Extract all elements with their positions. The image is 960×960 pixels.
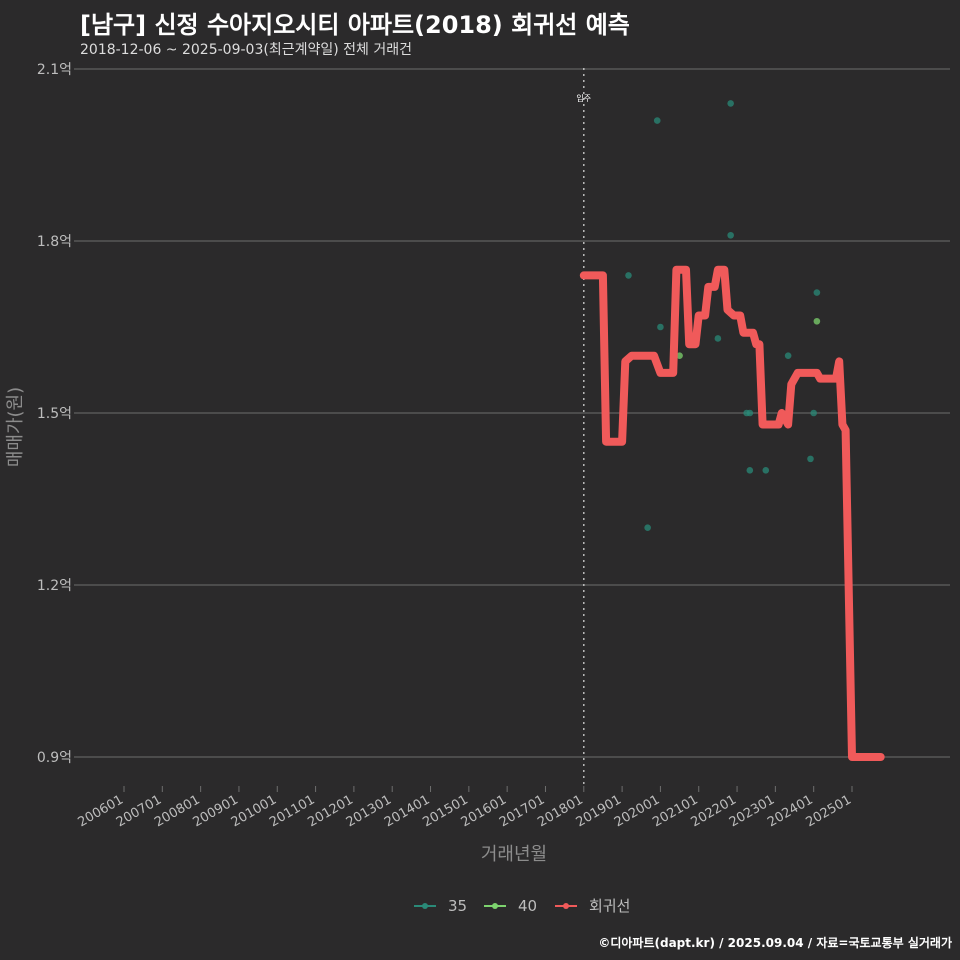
y-tick-label: 0.9억 — [37, 750, 72, 766]
data-point-35 — [727, 231, 734, 239]
data-point-40 — [813, 317, 821, 325]
y-tick-label: 1.8억 — [37, 234, 72, 250]
y-tick-label: 1.2억 — [37, 578, 72, 594]
chart-subtitle: 2018-12-06 ~ 2025-09-03(최근계약일) 전체 거래건 — [80, 42, 412, 58]
legend-label: 35 — [448, 897, 467, 915]
data-point-35 — [784, 352, 792, 359]
y-tick-label: 1.5억 — [37, 406, 72, 422]
data-point-35 — [746, 467, 754, 474]
data-points — [625, 100, 821, 531]
data-point-35 — [807, 455, 814, 463]
move-in-marker: 입주 — [576, 68, 591, 786]
regression-path — [579, 265, 885, 761]
data-point-35 — [746, 409, 754, 417]
data-point-35 — [625, 272, 632, 279]
chart-title: [남구] 신정 수아지오시티 아파트(2018) 회귀선 예측 — [80, 11, 630, 39]
regression-line — [579, 265, 885, 761]
data-point-35 — [727, 100, 734, 107]
legend-item-35: 35 — [414, 897, 467, 915]
data-point-40 — [676, 352, 683, 359]
data-point-35 — [813, 289, 821, 296]
legend-label: 40 — [518, 897, 537, 915]
y-axis-ticks: 0.9억 1.2억 1.5억 1.8억 2.1억 — [37, 62, 80, 766]
grid-lines — [80, 68, 950, 758]
legend-item-40: 40 — [484, 897, 537, 915]
legend-label: 회귀선 — [589, 897, 630, 915]
y-tick-label: 2.1억 — [37, 62, 72, 78]
data-point-35 — [714, 335, 722, 342]
y-axis-title: 매매가(원) — [5, 387, 26, 467]
legend-item-회귀선: 회귀선 — [555, 897, 630, 915]
data-point-35 — [657, 323, 664, 331]
legend: 35 40 회귀선 — [414, 897, 630, 915]
x-axis-ticks: 2006012007012008012009012010012011012012… — [76, 786, 854, 830]
source-credit: ©디아파트(dapt.kr) / 2025.09.04 / 자료=국토교통부 실… — [598, 936, 952, 950]
data-point-35 — [644, 524, 651, 531]
data-point-35 — [762, 467, 770, 474]
x-axis-title: 거래년월 — [481, 844, 547, 865]
move-in-label: 입주 — [576, 94, 591, 103]
data-point-35 — [653, 117, 661, 124]
data-point-35 — [810, 409, 817, 417]
